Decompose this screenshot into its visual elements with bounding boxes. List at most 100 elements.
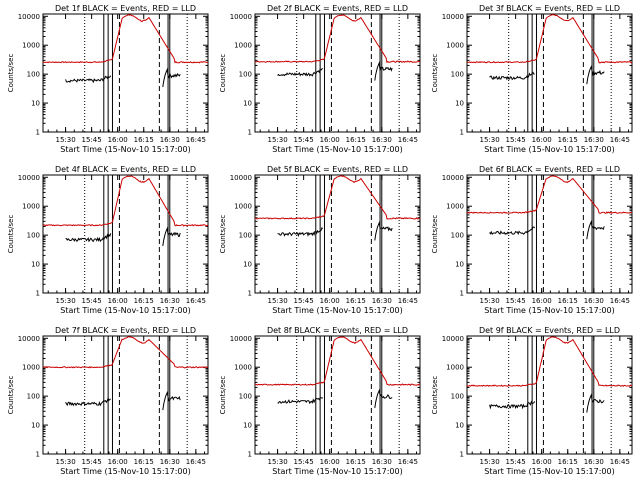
x-axis-label: Start Time (15-Nov-10 15:17:00) [484, 145, 614, 154]
y-tick-label: 10 [455, 261, 464, 269]
y-tick-label: 10000 [18, 335, 40, 343]
panel-det-7f: Det 7f BLACK = Events, RED = LLD 1 10 100 10… [7, 326, 209, 476]
y-tick-label: 100 [27, 71, 40, 79]
x-tick-label: 16:00 [320, 458, 340, 466]
y-tick-label: 1000 [22, 42, 40, 50]
lld-series-line [42, 14, 209, 64]
events-series-line [374, 388, 393, 409]
x-tick-label: 16:15 [558, 297, 578, 305]
y-tick-label: 1000 [234, 42, 252, 50]
events-series-line [374, 61, 393, 81]
y-tick-label: 100 [239, 393, 252, 401]
x-tick-label: 16:15 [134, 297, 154, 305]
panel-det-1f: Det 1f BLACK = Events, RED = LLD 1 10 100 10… [7, 4, 209, 154]
y-tick-label: 1000 [234, 364, 252, 372]
plot-frame [466, 13, 633, 133]
y-axis-label: Counts/sec [7, 54, 15, 93]
x-tick-label: 16:00 [320, 136, 340, 144]
y-tick-label: 1 [248, 451, 252, 459]
x-axis-label: Start Time (15-Nov-10 15:17:00) [272, 306, 402, 315]
y-tick-label: 1000 [22, 203, 40, 211]
y-tick-label: 1 [460, 451, 464, 459]
y-tick-label: 10 [31, 100, 40, 108]
panel-title: Det 2f BLACK = Events, RED = LLD [267, 4, 408, 13]
x-tick-label: 16:15 [134, 136, 154, 144]
x-tick-label: 16:45 [186, 297, 206, 305]
x-tick-label: 16:45 [398, 297, 418, 305]
events-series-line [489, 226, 536, 236]
plot-frame [42, 335, 209, 455]
x-tick-label: 16:15 [134, 458, 154, 466]
x-tick-label: 16:00 [108, 458, 128, 466]
x-tick-label: 16:15 [558, 458, 578, 466]
y-axis-label: Counts/sec [7, 215, 15, 254]
x-tick-label: 15:30 [479, 136, 499, 144]
plot-frame [254, 335, 421, 455]
y-axis-label: Counts/sec [7, 376, 15, 415]
events-series-line [277, 67, 323, 77]
events-series-line [65, 233, 112, 243]
y-tick-label: 10000 [442, 174, 464, 182]
x-tick-label: 15:30 [55, 297, 75, 305]
x-axis-label: Start Time (15-Nov-10 15:17:00) [484, 467, 614, 476]
x-tick-label: 16:45 [610, 136, 630, 144]
y-axis-label: Counts/sec [431, 54, 439, 93]
x-tick-label: 16:30 [160, 297, 180, 305]
lld-series-line [42, 336, 209, 369]
y-tick-label: 10 [243, 261, 252, 269]
x-axis-label: Start Time (15-Nov-10 15:17:00) [272, 145, 402, 154]
lld-series-line [254, 14, 421, 64]
panel-title: Det 7f BLACK = Events, RED = LLD [55, 326, 196, 335]
x-tick-label: 16:00 [532, 136, 552, 144]
x-tick-label: 16:30 [372, 297, 392, 305]
events-series-line [277, 227, 324, 238]
panel-det-4f: Det 4f BLACK = Events, RED = LLD 1 10 100 10… [7, 165, 209, 315]
panel-det-3f: Det 3f BLACK = Events, RED = LLD 1 10 100 10… [431, 4, 633, 154]
x-tick-label: 16:30 [584, 136, 604, 144]
x-tick-label: 15:45 [294, 136, 314, 144]
x-tick-label: 15:45 [82, 297, 102, 305]
y-tick-label: 1 [36, 290, 40, 298]
x-tick-label: 15:45 [506, 297, 526, 305]
plot-frame [254, 13, 421, 133]
x-tick-label: 16:30 [372, 136, 392, 144]
x-axis-label: Start Time (15-Nov-10 15:17:00) [484, 306, 614, 315]
y-tick-label: 10 [455, 422, 464, 430]
panel-title: Det 8f BLACK = Events, RED = LLD [267, 326, 408, 335]
x-tick-label: 15:45 [506, 458, 526, 466]
y-tick-label: 10000 [230, 13, 252, 21]
x-tick-label: 16:00 [108, 136, 128, 144]
events-series-line [586, 65, 605, 85]
y-tick-label: 10 [243, 422, 252, 430]
lld-series-line [255, 336, 421, 386]
y-tick-label: 1000 [446, 364, 464, 372]
panel-title: Det 3f BLACK = Events, RED = LLD [479, 4, 620, 13]
x-tick-label: 15:45 [294, 458, 314, 466]
y-tick-label: 100 [239, 71, 252, 79]
y-tick-label: 10 [31, 422, 40, 430]
y-axis-label: Counts/sec [431, 376, 439, 415]
y-tick-label: 100 [239, 232, 252, 240]
x-tick-label: 15:30 [267, 136, 287, 144]
events-series-line [489, 71, 535, 81]
x-tick-label: 16:15 [346, 297, 366, 305]
events-series-line [65, 75, 112, 84]
x-tick-label: 16:15 [346, 458, 366, 466]
lld-series-line [42, 175, 209, 227]
y-tick-label: 10 [455, 100, 464, 108]
x-tick-label: 16:30 [584, 458, 604, 466]
events-series-line [374, 221, 393, 241]
y-axis-label: Counts/sec [431, 215, 439, 254]
x-tick-label: 16:00 [108, 297, 128, 305]
y-tick-label: 1 [36, 451, 40, 459]
y-tick-label: 10000 [230, 335, 252, 343]
events-series-line [277, 397, 323, 405]
x-tick-label: 16:45 [398, 136, 418, 144]
plot-frame [466, 174, 633, 294]
y-tick-label: 100 [27, 393, 40, 401]
x-tick-label: 15:30 [479, 458, 499, 466]
plot-frame [254, 174, 421, 294]
x-tick-label: 15:30 [479, 297, 499, 305]
panel-title: Det 5f BLACK = Events, RED = LLD [267, 165, 408, 174]
